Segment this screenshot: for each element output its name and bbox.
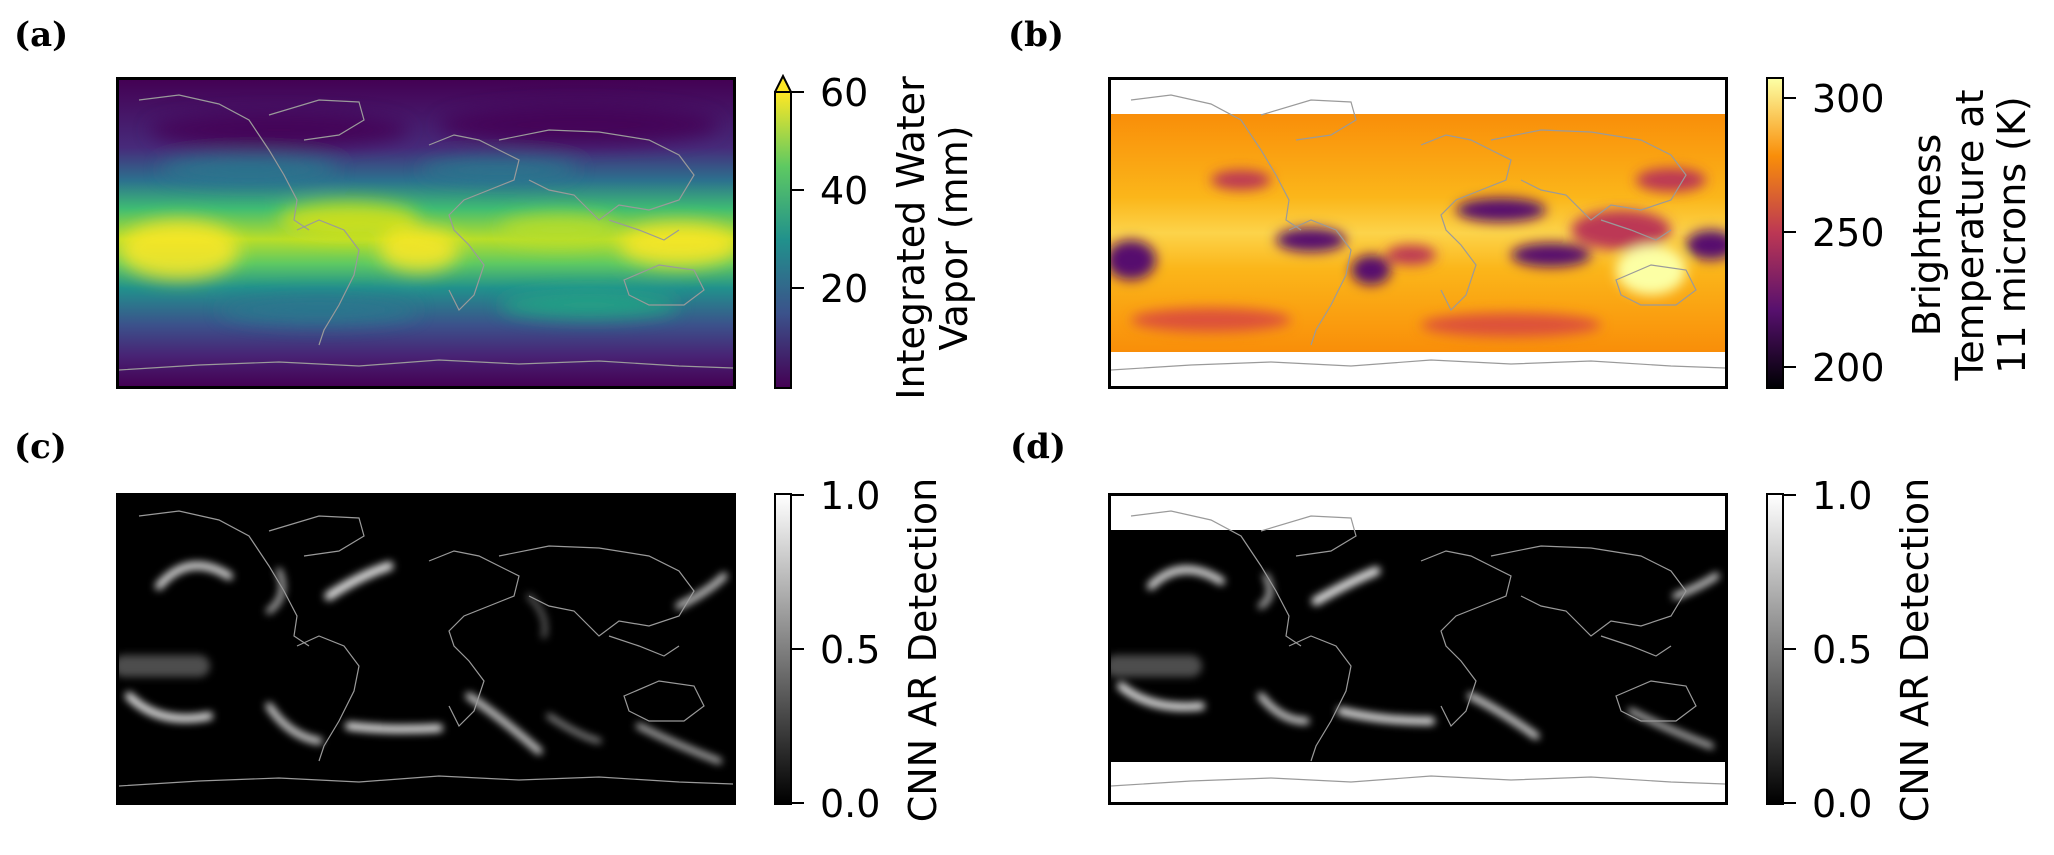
coastlines: [1111, 510, 1725, 787]
cnn-detection-colorbar-d: [1766, 493, 1784, 805]
cbar-a-tick-60: [792, 91, 804, 93]
cbar-a-ticklabel: 20: [820, 267, 869, 311]
brightness-temperature-colorbar: [1766, 77, 1784, 389]
colorbar-extend-arrow: [774, 74, 792, 92]
cbar-b-ticklabel: 250: [1812, 211, 1885, 255]
cbar-c-tick-0: [792, 802, 804, 804]
panel-label-c: (c): [14, 427, 67, 467]
cbar-d-ticklabel: 0.0: [1812, 782, 1873, 826]
cnn-detection-field-d: [1111, 510, 1725, 787]
water-vapor-field: [119, 80, 733, 386]
water-vapor-colorbar: [774, 91, 792, 389]
cnn-detection-field-c: [119, 496, 733, 802]
cbar-c-tick-05: [792, 648, 804, 650]
cbar-b-label: Brightness Temperature at 11 microns (K): [1905, 89, 2035, 381]
cbar-d-ticklabel: 0.5: [1812, 628, 1873, 672]
cbar-b-tick-200: [1784, 366, 1796, 368]
cbar-a-label: Integrated Water Vapor (mm): [889, 76, 976, 400]
cnn-detection-map-c: [116, 493, 736, 805]
cbar-c-ticklabel: 0.5: [820, 628, 881, 672]
brightness-temperature-field: [1111, 94, 1725, 371]
cbar-d-tick-1: [1784, 494, 1796, 496]
cbar-b-tick-250: [1784, 231, 1796, 233]
cbar-c-tick-1: [792, 494, 804, 496]
cbar-c-ticklabel: 1.0: [820, 474, 881, 518]
cbar-d-label: CNN AR Detection: [1893, 477, 1937, 823]
cnn-detection-colorbar-c: [774, 493, 792, 805]
panel-label-d: (d): [1010, 427, 1066, 467]
cbar-b-tick-300: [1784, 97, 1796, 99]
cbar-d-tick-05: [1784, 648, 1796, 650]
cbar-b-ticklabel: 300: [1812, 77, 1885, 121]
cnn-detection-map-d: [1108, 493, 1728, 805]
cbar-a-ticklabel: 40: [820, 169, 869, 213]
brightness-temperature-map: [1108, 77, 1728, 389]
cbar-a-tick-20: [792, 287, 804, 289]
cbar-b-ticklabel: 200: [1812, 346, 1885, 390]
cbar-d-ticklabel: 1.0: [1812, 474, 1873, 518]
water-vapor-map: [116, 77, 736, 389]
coastlines: [1111, 94, 1725, 371]
panel-label-b: (b): [1008, 15, 1064, 55]
coastlines: [119, 510, 733, 787]
cbar-c-ticklabel: 0.0: [820, 782, 881, 826]
cbar-d-tick-0: [1784, 802, 1796, 804]
cbar-c-label: CNN AR Detection: [901, 477, 945, 823]
cbar-a-tick-40: [792, 189, 804, 191]
panel-label-a: (a): [14, 15, 69, 55]
cbar-a-ticklabel: 60: [820, 71, 869, 115]
coastlines: [119, 94, 733, 371]
